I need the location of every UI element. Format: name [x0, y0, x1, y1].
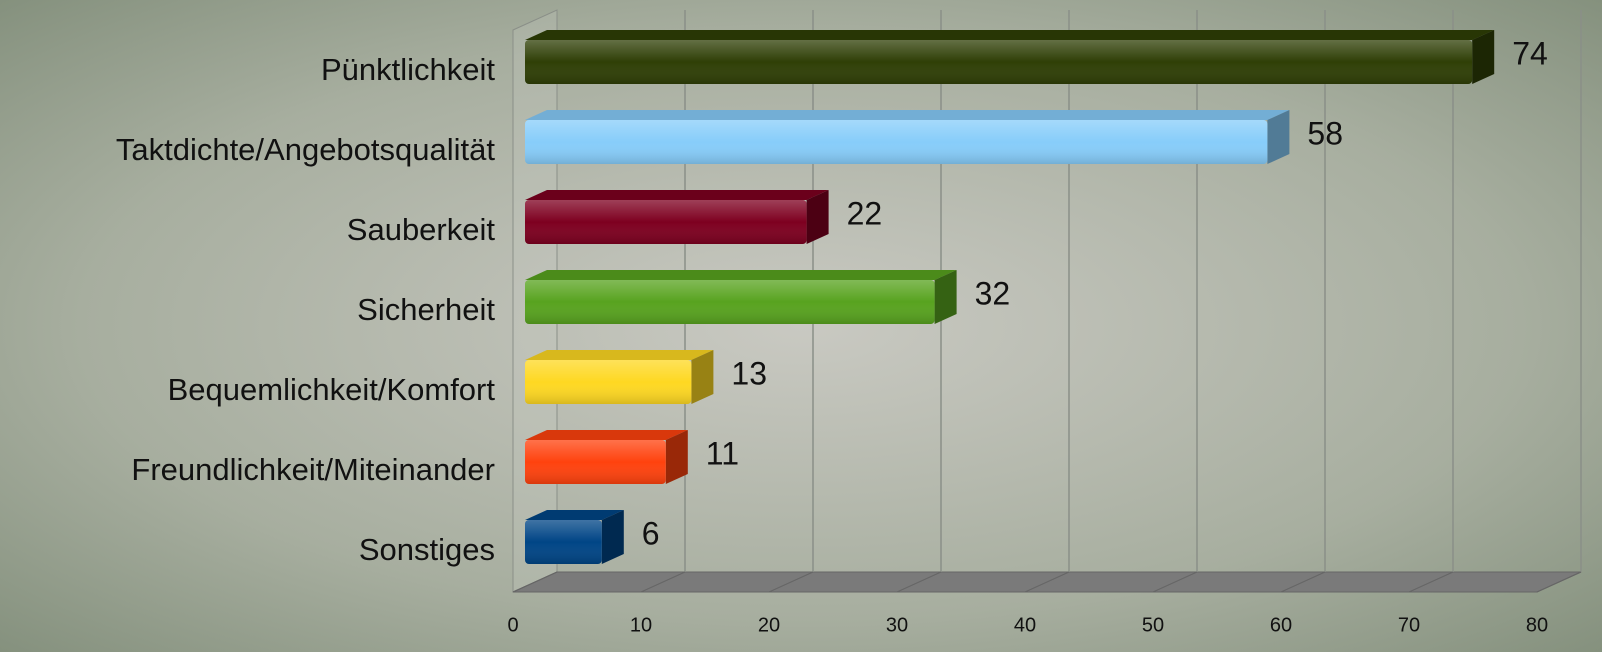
- x-tick-label: 0: [507, 614, 518, 636]
- x-tick-label: 30: [886, 614, 908, 636]
- value-label: 58: [1307, 115, 1343, 151]
- floor-tick: [768, 571, 814, 593]
- floor-tick: [1024, 571, 1070, 593]
- value-label: 74: [1512, 35, 1548, 71]
- bar-shine: [525, 200, 807, 244]
- bar-top: [525, 30, 1495, 40]
- bar-shine: [525, 360, 692, 404]
- value-label: 32: [975, 275, 1011, 311]
- category-label: Sonstiges: [359, 532, 495, 567]
- bar-end: [1472, 30, 1495, 84]
- bar-shine: [525, 520, 602, 564]
- bar-shine: [525, 120, 1268, 164]
- category-label: Freundlichkeit/Miteinander: [131, 452, 495, 487]
- bar-end: [691, 350, 714, 404]
- floor-tick: [1536, 571, 1582, 593]
- category-label: Taktdichte/Angebotsqualität: [116, 132, 496, 167]
- bar-shine: [525, 40, 1473, 84]
- category-label: Sicherheit: [357, 292, 495, 327]
- category-label: Sauberkeit: [347, 212, 496, 247]
- bar-top: [525, 510, 624, 520]
- bar-shine: [525, 440, 666, 484]
- x-tick-label: 50: [1142, 614, 1164, 636]
- value-label: 22: [847, 195, 883, 231]
- bar-top: [525, 190, 829, 200]
- x-tick-label: 70: [1398, 614, 1420, 636]
- bar-top: [525, 430, 688, 440]
- bar-end: [934, 270, 957, 324]
- x-tick-label: 60: [1270, 614, 1292, 636]
- floor-tick: [640, 571, 686, 593]
- value-label: 13: [731, 355, 767, 391]
- x-tick-label: 40: [1014, 614, 1036, 636]
- bar-end: [665, 430, 688, 484]
- bar-top: [525, 270, 957, 280]
- x-tick-label: 80: [1526, 614, 1548, 636]
- bar-end: [1267, 110, 1290, 164]
- value-label: 11: [706, 435, 739, 471]
- floor-tick: [896, 571, 942, 593]
- category-label: Pünktlichkeit: [321, 52, 495, 87]
- bar-top: [525, 350, 714, 360]
- floor-tick: [1152, 571, 1198, 593]
- category-label: Bequemlichkeit/Komfort: [168, 372, 496, 407]
- bar-end: [601, 510, 624, 564]
- floor-tick: [512, 571, 558, 593]
- floor-tick: [1408, 571, 1454, 593]
- value-label: 6: [642, 515, 660, 551]
- x-tick-label: 10: [630, 614, 652, 636]
- bar-shine: [525, 280, 935, 324]
- bar-top: [525, 110, 1290, 120]
- bar-end: [806, 190, 829, 244]
- floor-tick: [1280, 571, 1326, 593]
- x-tick-label: 20: [758, 614, 780, 636]
